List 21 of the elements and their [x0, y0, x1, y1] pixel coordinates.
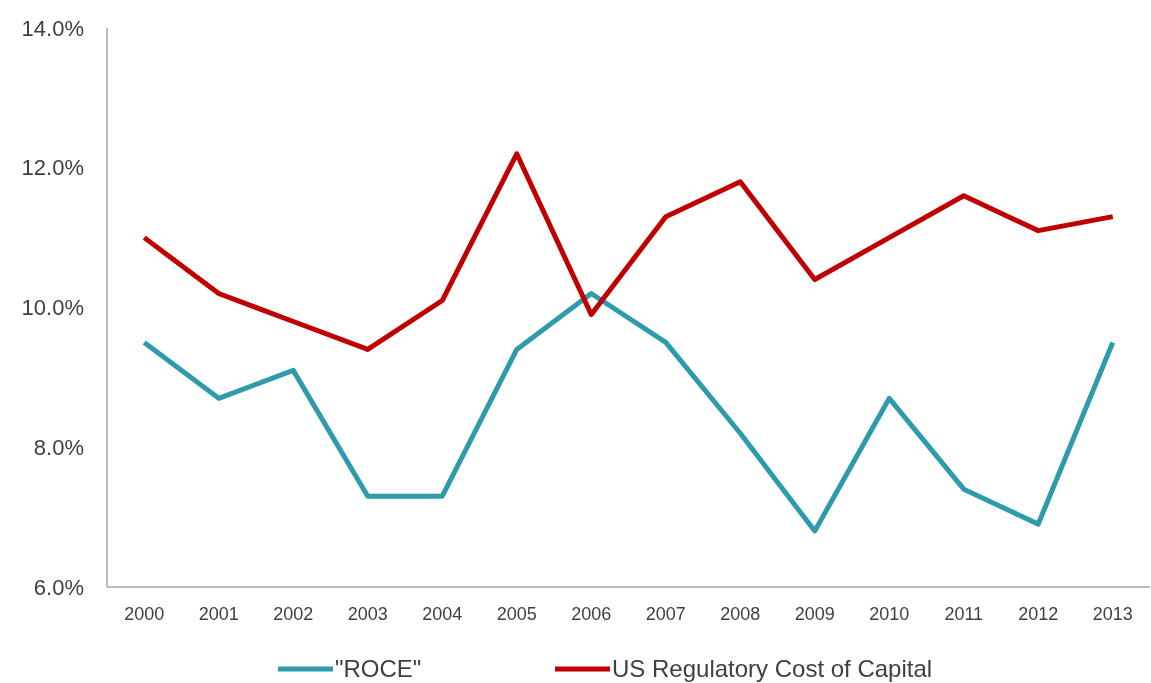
legend-label: US Regulatory Cost of Capital	[612, 655, 933, 683]
y-tick-label: 10.0%	[21, 295, 84, 321]
x-tick-label: 2010	[869, 604, 910, 624]
y-tick-label: 6.0%	[33, 574, 84, 600]
x-tick-label: 2012	[1018, 604, 1059, 624]
x-tick-label: 2009	[794, 604, 835, 624]
y-tick-label: 14.0%	[21, 15, 84, 41]
x-tick-label: 2013	[1092, 604, 1133, 624]
x-tick-label: 2002	[273, 604, 314, 624]
x-tick-label: 2003	[347, 604, 388, 624]
x-tick-label: 2005	[496, 604, 537, 624]
legend-label: "ROCE"	[335, 655, 422, 683]
x-tick-label: 2006	[571, 604, 612, 624]
x-tick-label: 2011	[944, 604, 984, 624]
y-tick-label: 8.0%	[33, 434, 84, 460]
x-tick-label: 2004	[422, 604, 463, 624]
x-tick-label: 2001	[198, 604, 239, 624]
x-tick-label: 2000	[124, 604, 165, 624]
y-tick-label: 12.0%	[21, 155, 84, 181]
x-tick-label: 2008	[720, 604, 761, 624]
x-tick-label: 2007	[645, 604, 686, 624]
